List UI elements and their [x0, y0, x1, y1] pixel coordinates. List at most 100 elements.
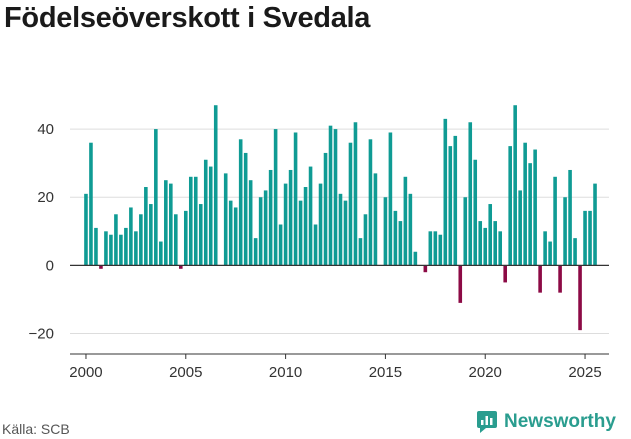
- bar: [563, 197, 567, 266]
- bar: [363, 214, 368, 266]
- y-tick-label: 0: [46, 257, 54, 274]
- bar: [84, 193, 88, 266]
- bar: [233, 207, 238, 266]
- bar: [333, 129, 338, 266]
- bar: [293, 132, 298, 266]
- bar: [308, 166, 313, 266]
- bar: [278, 224, 283, 266]
- bar: [174, 214, 178, 266]
- bar: [448, 146, 453, 266]
- x-tick-label: 2000: [69, 364, 102, 381]
- bar: [213, 105, 218, 266]
- bar: [433, 231, 438, 266]
- bar: [273, 129, 278, 266]
- bar: [508, 146, 512, 266]
- chart-title: Födelseöverskott i Svedala: [4, 2, 371, 34]
- bar: [558, 265, 562, 293]
- bar: [408, 193, 413, 266]
- y-tick-label: 20: [37, 189, 54, 206]
- x-tick-label: 2015: [369, 364, 402, 381]
- bar: [228, 200, 233, 266]
- bar: [428, 231, 433, 266]
- x-tick-label: 2005: [169, 364, 202, 381]
- chart-logo-icon: [477, 411, 497, 433]
- bar: [353, 122, 358, 266]
- bar: [159, 241, 163, 266]
- bar: [478, 221, 483, 266]
- axes: −20 0 20 40 2000 2005 2010 2015 2020 2025: [29, 121, 609, 381]
- bar: [523, 142, 527, 266]
- bar: [568, 169, 572, 266]
- bar: [383, 197, 388, 266]
- bar: [318, 183, 323, 266]
- bar: [488, 204, 493, 266]
- bar: [498, 231, 502, 266]
- bar: [328, 125, 333, 266]
- bar: [538, 265, 542, 293]
- bar: [518, 190, 522, 266]
- bar: [248, 180, 253, 266]
- bar: [423, 265, 428, 273]
- bar: [268, 169, 273, 266]
- bar: [258, 197, 263, 266]
- bar: [203, 159, 208, 266]
- bar: [543, 231, 547, 266]
- bar: [164, 180, 168, 266]
- bar: [144, 187, 148, 266]
- bar: [393, 210, 398, 266]
- bar: [468, 122, 473, 266]
- bar: [473, 159, 478, 266]
- bar: [528, 163, 532, 266]
- bar: [238, 139, 243, 266]
- bar: [188, 176, 193, 266]
- bar: [109, 234, 113, 266]
- source-note: Källa: SCB: [2, 421, 70, 437]
- y-tick-label: −20: [29, 326, 54, 343]
- bar: [169, 183, 173, 266]
- bar: [223, 173, 228, 266]
- bar: [553, 176, 557, 266]
- bar: [198, 204, 203, 266]
- x-tick-label: 2010: [269, 364, 302, 381]
- bar: [263, 190, 268, 266]
- bar: [373, 173, 378, 266]
- bar: [119, 234, 123, 266]
- bar: [583, 210, 587, 266]
- bar: [89, 142, 93, 266]
- bar: [343, 200, 348, 266]
- bar: [388, 132, 393, 266]
- bar: [513, 105, 517, 266]
- bar: [139, 214, 143, 266]
- bar: [443, 118, 448, 266]
- bar: [533, 149, 537, 266]
- bar: [253, 238, 258, 266]
- bar: [208, 166, 213, 266]
- bar: [104, 231, 108, 266]
- bar: [338, 193, 343, 266]
- bar: [463, 197, 468, 266]
- bar: [283, 183, 288, 266]
- bar: [578, 265, 582, 331]
- bar: [453, 135, 458, 266]
- bar: [503, 265, 507, 283]
- y-tick-label: 40: [37, 121, 54, 138]
- bar: [588, 210, 592, 266]
- newsworthy-logo[interactable]: Newsworthy: [476, 410, 616, 434]
- bar: [438, 234, 443, 266]
- bar: [348, 142, 353, 266]
- bar: [134, 231, 138, 266]
- bar: [149, 204, 153, 266]
- bar: [548, 241, 552, 266]
- bar: [398, 221, 403, 266]
- bar: [179, 265, 183, 269]
- bar: [593, 183, 597, 266]
- bar: [313, 224, 318, 266]
- x-tick-label: 2020: [469, 364, 502, 381]
- bar: [193, 176, 198, 266]
- bar: [303, 187, 308, 266]
- bar: [573, 238, 577, 266]
- bar: [323, 152, 328, 266]
- bar: [288, 169, 293, 266]
- bar: [458, 265, 463, 303]
- bar: [483, 227, 488, 266]
